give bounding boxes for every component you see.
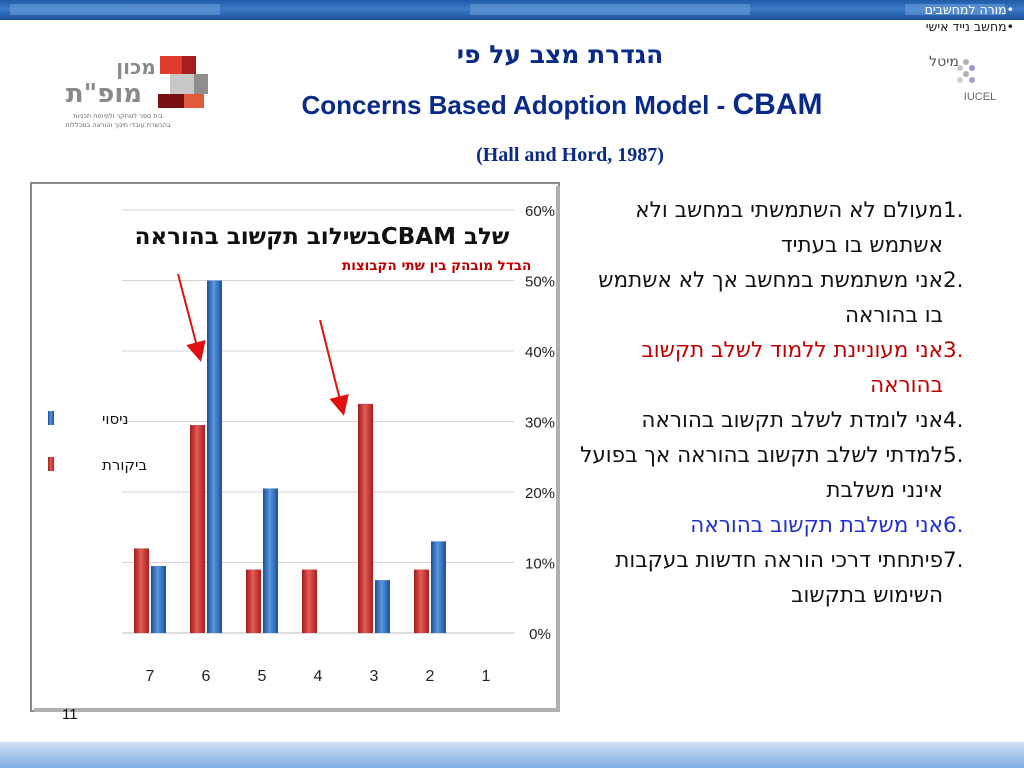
cbam-chart: 0% 10% 20% 30% 40% 50% 60% 7 6 5 4 3 2 1 שלב CBAMבשי… (30, 182, 560, 712)
list-item: 1. מעולם לא השתמשתי במחשב ולא אשתמש בו בע… (575, 193, 991, 263)
bar-experiment (263, 488, 278, 633)
logo-caption: בית ספר למחקר ולפיתוח תכניות (73, 112, 163, 120)
logo-name: מיטל (929, 54, 959, 70)
breadcrumb-item: •מורה למחשבים (924, 2, 1014, 17)
breadcrumb: •מורה למחשבים •מחשב נייד אישי (925, 1, 1014, 35)
y-tick-label: 20% (525, 485, 555, 502)
x-tick-label: 2 (426, 668, 435, 685)
list-item: 3. אני מעוניינת ללמוד לשלב תקשוב בהוראה (575, 333, 991, 403)
list-item-text: אני משלבת תקשוב בהוראה (690, 513, 943, 538)
mofet-logo-graphic: מכון מופ"ת בית ספר למחקר ולפיתוח תכניות … (24, 46, 212, 130)
list-item-text: אני לומדת לשלב תקשוב בהוראה (641, 408, 943, 433)
x-tick-label: 5 (258, 668, 267, 685)
slide-title-english: Concerns Based Adoption Model - CBAM (212, 88, 912, 122)
x-tick-label: 3 (370, 668, 379, 685)
bar-experiment (431, 541, 446, 633)
chart-canvas: 0% 10% 20% 30% 40% 50% 60% 7 6 5 4 3 2 1 שלב CBAMבשי… (30, 182, 560, 712)
x-tick-label: 1 (482, 668, 491, 685)
citation: (Hall and Hord, 1987) (476, 144, 664, 166)
dots-icon (957, 59, 975, 83)
bar-control (414, 569, 429, 633)
list-item-text: למדתי לשלב תקשוב בהוראה אך בפועל אינני מ… (580, 443, 943, 503)
chart-frame-shadow (34, 708, 560, 712)
legend-label: ביקורת (102, 456, 147, 474)
bar-experiment (207, 280, 222, 633)
cube-icon (158, 56, 208, 108)
legend-swatch (48, 457, 54, 471)
breadcrumb-item: •מחשב נייד אישי (925, 19, 1014, 34)
bar-experiment (151, 566, 166, 633)
list-item-number: 5. (943, 443, 964, 468)
title-acronym: CBAM (732, 88, 823, 121)
list-item: 4. אני לומדת לשלב תקשוב בהוראה (575, 403, 991, 438)
y-tick-label: 50% (525, 274, 555, 291)
annotation-arrow (177, 273, 206, 362)
chart-annotation: הבדל מובהק בין שתי הקבוצות (342, 258, 531, 274)
legend-swatch (48, 411, 54, 425)
legend-label: ניסוי (102, 410, 129, 428)
top-banner (0, 0, 1024, 20)
list-item-number: 7. (943, 548, 964, 573)
chart-frame-shadow (556, 186, 560, 712)
chart-frame (30, 182, 560, 712)
y-tick-label: 60% (525, 203, 555, 220)
slide-title-hebrew: הגדרת מצב על פי (456, 40, 664, 69)
list-item: 5. למדתי לשלב תקשוב בהוראה אך בפועל אינני… (575, 438, 991, 508)
list-item: 6. אני משלבת תקשוב בהוראה (575, 508, 991, 543)
title-english-main: Concerns Based Adoption Model - (301, 90, 733, 120)
iucel-logo: מיטל IUCEL (926, 50, 1002, 103)
bar-experiment (375, 580, 390, 633)
list-item-number: 6. (943, 513, 964, 538)
logo-brand: IUCEL (964, 91, 996, 102)
x-tick-label: 6 (202, 668, 211, 685)
list-item-number: 2. (943, 268, 964, 293)
logo-name-2: מופ"ת (66, 79, 142, 109)
x-tick-label: 7 (146, 668, 155, 685)
list-item-text: מעולם לא השתמשתי במחשב ולא אשתמש בו בעתי… (635, 198, 943, 258)
list-item-text: אני משתמשת במחשב אך לא אשתמש בו בהוראה (598, 268, 943, 328)
bar-control (246, 569, 261, 633)
mofet-logo: מכון מופ"ת בית ספר למחקר ולפיתוח תכניות … (24, 46, 212, 130)
banner-highlight (905, 4, 1005, 15)
list-item-text: פיתחתי דרכי הוראה חדשות בעקבות השימוש בת… (615, 548, 943, 608)
logo-name: מכון (116, 55, 156, 79)
list-item-number: 3. (943, 338, 964, 363)
banner-highlight (470, 4, 750, 15)
logo-caption: בהכשרת עובדי חינוך והוראה במכללות (65, 121, 171, 129)
x-tick-label: 4 (314, 668, 323, 685)
banner-highlight (10, 4, 220, 15)
list-item: 2. אני משתמשת במחשב אך לא אשתמש בו בהוראה (575, 263, 991, 333)
bar-control (302, 569, 317, 633)
list-item-text: אני מעוניינת ללמוד לשלב תקשוב בהוראה (641, 338, 943, 398)
annotation-arrow (319, 319, 349, 416)
y-tick-label: 30% (525, 415, 555, 432)
bottom-banner (0, 742, 1024, 768)
cbam-stages-list: 1. מעולם לא השתמשתי במחשב ולא אשתמש בו בע… (575, 193, 991, 613)
list-item-number: 4. (943, 408, 964, 433)
bar-control (358, 403, 373, 633)
bar-control (190, 425, 205, 633)
bar-control (134, 548, 149, 633)
y-tick-label: 40% (525, 344, 555, 361)
chart-title: שלב CBAMבשילוב תקשוב בהוראה (135, 224, 510, 250)
list-item-number: 1. (943, 198, 964, 223)
y-tick-label: 10% (525, 556, 555, 573)
y-tick-label: 0% (529, 626, 551, 643)
page-number: 11 (62, 706, 78, 723)
list-item: 7. פיתחתי דרכי הוראה חדשות בעקבות השימוש … (575, 543, 991, 613)
